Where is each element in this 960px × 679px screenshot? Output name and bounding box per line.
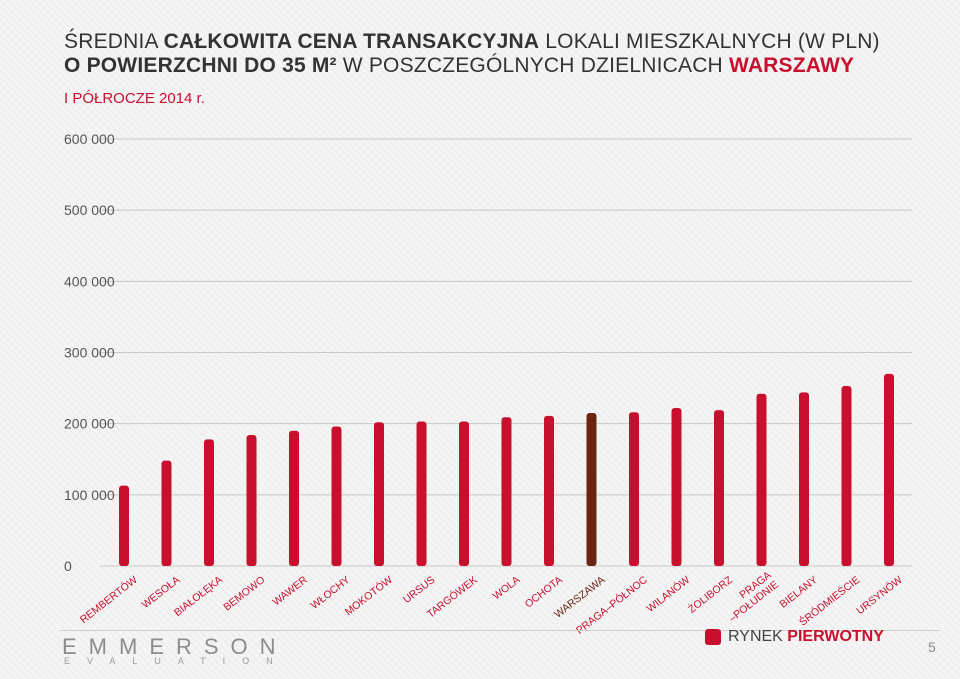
title-1b: CAŁKOWITA CENA TRANSAKCYJNA [163,30,540,53]
title-1a: ŚREDNIA [64,30,164,53]
chart-title: ŚREDNIA CAŁKOWITA CENA TRANSAKCYJNA LOKA… [64,30,944,78]
legend: RYNEK PIERWOTNY [705,628,884,646]
x-tick-label: URSYNÓW [854,573,905,617]
y-tick-label: 400 000 [64,273,115,289]
legend-label-a: RYNEK [728,628,788,645]
y-tick-label: 500 000 [64,202,115,218]
bar [416,421,427,566]
legend-label: RYNEK PIERWOTNY [728,628,884,646]
x-tick-label: REMBERTÓW [77,573,140,626]
bar [884,373,894,566]
title-2c: WARSZAWY [728,54,855,77]
y-tick-label: 0 [64,558,72,574]
y-tick-label: 200 000 [64,416,115,432]
bar [756,393,767,566]
y-tick-label: 300 000 [64,345,115,361]
title-2a: O POWIERZCHNI DO 35 M² [64,54,337,77]
chart-subtitle: I PÓŁROCZE 2014 r. [64,90,205,107]
emmerson-logo-sub: EVALUATION [64,656,290,666]
x-tick-label: URSUS [401,574,437,606]
x-tick-label: WOLA [491,574,523,602]
bar [799,392,809,566]
title-1c: LOKALI MIESZKALNYCH (W PLN) [539,30,880,53]
bar [246,435,257,566]
bar [671,408,682,566]
bar [119,485,129,566]
footer-divider [60,630,940,631]
bar [714,410,724,566]
emmerson-logo: EMMERSON [62,634,288,659]
bar [501,417,512,566]
bar [161,460,172,566]
legend-swatch [705,629,721,645]
x-tick-label: MOKOTÓW [342,573,395,618]
legend-label-b: PIERWOTNY [787,628,884,645]
x-tick-label: WAWER [270,574,310,609]
title-2b: W POSZCZEGÓLNYCH DZIELNICACH [336,54,729,77]
x-tick-label: ŻOLIBORZ [685,573,735,616]
bar [289,430,299,566]
bar [629,412,639,566]
bar [459,421,469,566]
bar [841,385,852,566]
bar [204,439,214,566]
bar [586,412,597,566]
title-line-1: ŚREDNIA CAŁKOWITA CENA TRANSAKCYJNA LOKA… [64,30,944,54]
bar [331,426,342,566]
page-number: 5 [928,639,936,655]
y-axis-ticks: 0 100 000 200 000 300 000 400 000 500 000 600 … [64,131,115,574]
bar [544,415,554,566]
x-tick-label: BEMOWO [221,574,267,614]
y-tick-label: 100 000 [64,487,115,503]
title-line-2: O POWIERZCHNI DO 35 M² W POSZCZEGÓLNYCH … [64,54,944,78]
bar [374,422,384,566]
bars [119,373,894,566]
y-tick-label: 600 000 [64,131,115,147]
x-tick-label: WILANÓW [644,573,693,615]
x-tick-label: PRAGA–PÓŁNOC [573,573,650,637]
